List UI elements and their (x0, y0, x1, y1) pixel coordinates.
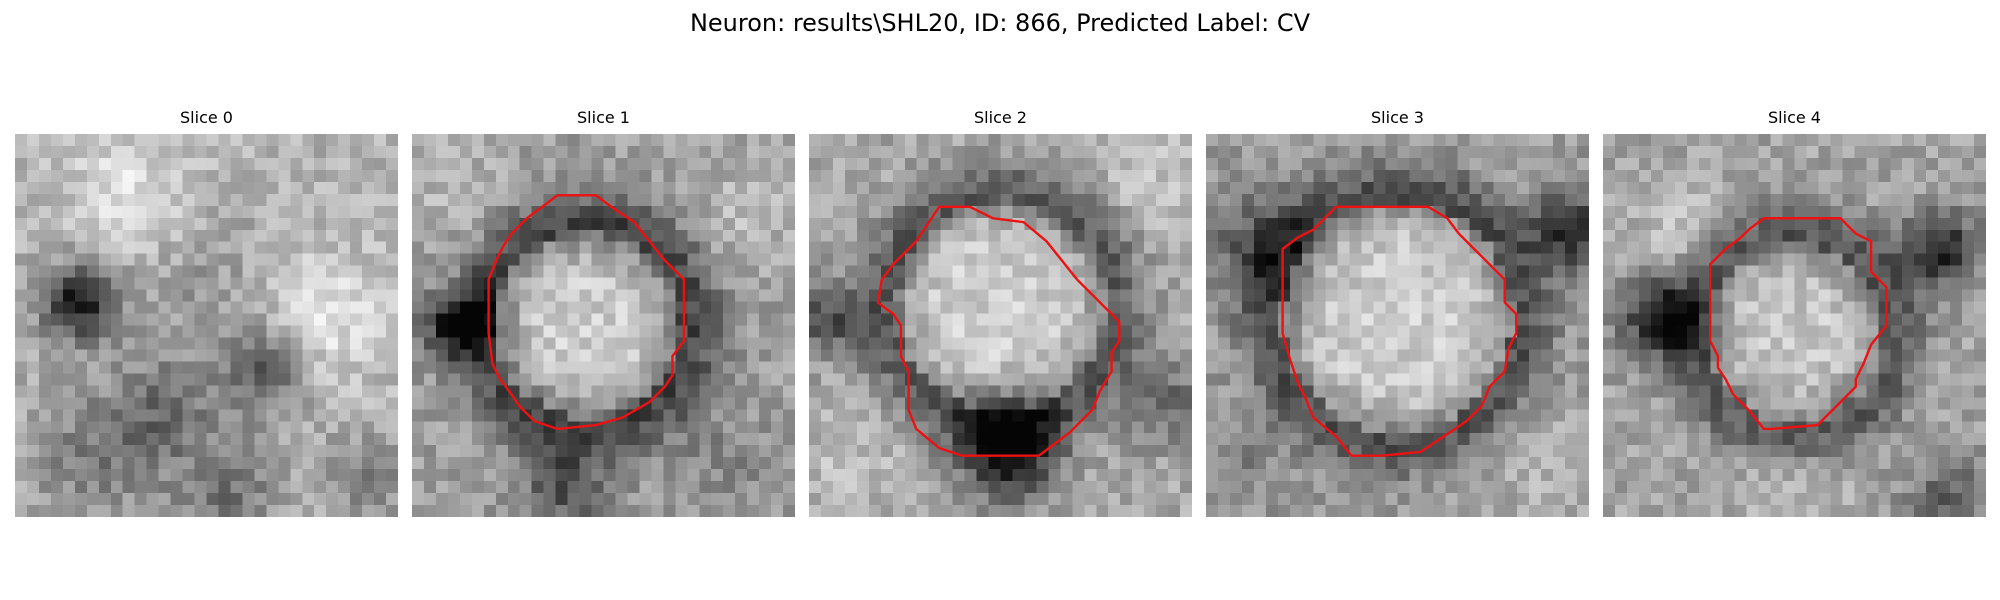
contour-overlay (412, 134, 795, 517)
slice-title: Slice 0 (15, 106, 398, 130)
slice-image (412, 134, 795, 517)
micrograph-pixels (15, 134, 398, 517)
neuron-contour (1283, 207, 1517, 456)
slice-title: Slice 1 (412, 106, 795, 130)
neuron-contour (1710, 218, 1886, 429)
slice-image (1603, 134, 1986, 517)
slice-image (15, 134, 398, 517)
contour-overlay (1603, 134, 1986, 517)
contour-overlay (1206, 134, 1589, 517)
slice-title: Slice 4 (1603, 106, 1986, 130)
slice-image (1206, 134, 1589, 517)
neuron-contour (878, 207, 1119, 456)
slice-title: Slice 2 (809, 106, 1192, 130)
contour-overlay (809, 134, 1192, 517)
figure-title: Neuron: results\SHL20, ID: 866, Predicte… (0, 6, 2000, 40)
slice-title: Slice 3 (1206, 106, 1589, 130)
neuron-contour (489, 195, 684, 429)
slice-image (809, 134, 1192, 517)
